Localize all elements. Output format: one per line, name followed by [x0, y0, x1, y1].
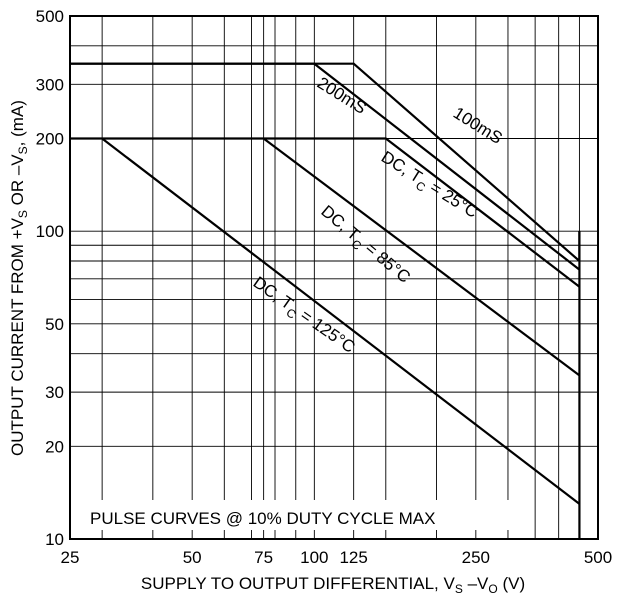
y-axis-title: OUTPUT CURRENT FROM +VS OR –VS, (mA) [8, 100, 30, 456]
x-axis-title: SUPPLY TO OUTPUT DIFFERENTIAL, VS –VO (V… [141, 574, 525, 596]
curve-dc-25c [70, 137, 581, 288]
annotation-background [82, 500, 530, 530]
y-tick-label: 30 [45, 383, 64, 402]
label-dc-125c: DC, TC = 125°C [247, 273, 358, 360]
tick-labels: 25 50 75 100 125 250 500 10 20 30 50 100 200 300 500 [36, 7, 613, 567]
x-tick-label: 500 [584, 548, 612, 567]
curve-dc-125c [101, 137, 581, 505]
y-tick-label: 500 [36, 7, 64, 26]
y-tick-label: 50 [45, 315, 64, 334]
pulse-note: PULSE CURVES @ 10% DUTY CYCLE MAX [90, 509, 435, 528]
x-tick-label: 125 [339, 548, 367, 567]
label-200ms: 200mS [314, 73, 370, 118]
x-tick-label: 250 [462, 548, 490, 567]
x-tick-label: 100 [300, 548, 328, 567]
y-tick-label: 10 [45, 530, 64, 549]
x-tick-label: 50 [183, 548, 202, 567]
curves [70, 62, 581, 539]
curve-dc-85c [262, 137, 581, 377]
curve-200ms [70, 62, 581, 271]
y-tick-label: 20 [45, 437, 64, 456]
y-tick-label: 300 [36, 75, 64, 94]
x-tick-label: 25 [61, 548, 80, 567]
plot-frame [69, 15, 599, 540]
label-dc-25c: DC, TC = 25°C [376, 147, 482, 225]
y-tick-label: 200 [36, 129, 64, 148]
y-tick-label: 100 [36, 222, 64, 241]
x-tick-label: 75 [254, 548, 273, 567]
label-100ms: 100mS [450, 103, 506, 148]
